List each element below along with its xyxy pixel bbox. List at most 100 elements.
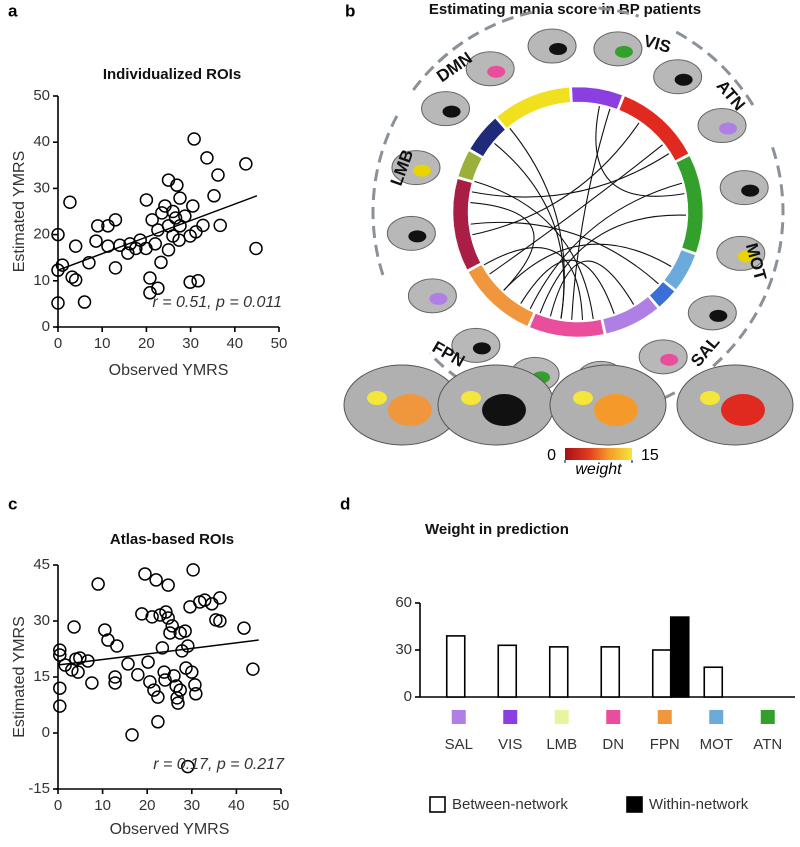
- data-point: [143, 286, 157, 300]
- chord: [489, 144, 663, 275]
- data-point: [73, 651, 87, 665]
- x-axis-label: Observed YMRS: [109, 362, 229, 379]
- y-tick-label: 10: [33, 272, 50, 289]
- data-point: [145, 213, 159, 227]
- category-swatch: [657, 710, 672, 724]
- ring-segment: [663, 249, 696, 290]
- data-point: [161, 611, 175, 625]
- chord: [509, 127, 565, 319]
- brain-large-region: [482, 394, 526, 426]
- category-swatch: [709, 710, 724, 724]
- category-swatch: [606, 710, 621, 724]
- brain-region: [719, 122, 738, 135]
- chart-title: Atlas-based ROIs: [110, 531, 234, 548]
- brain-region: [429, 292, 448, 305]
- data-point: [181, 759, 195, 774]
- colorbar: [565, 448, 632, 460]
- colorbar-tick-label: 0: [547, 447, 556, 464]
- data-point: [186, 199, 200, 213]
- y-tick-label: 30: [33, 179, 50, 196]
- y-tick-label: 15: [33, 668, 50, 685]
- data-point: [125, 728, 139, 742]
- bar: [445, 635, 466, 698]
- x-tick-label: 40: [226, 335, 243, 352]
- data-point: [154, 255, 168, 270]
- data-point: [68, 273, 83, 287]
- data-point: [191, 274, 205, 288]
- ring-segment: [618, 95, 689, 161]
- outer-arc: [412, 39, 466, 91]
- brain-large-region: [700, 391, 720, 405]
- x-tick-label: 0: [54, 797, 62, 814]
- ring-segment: [467, 264, 534, 327]
- data-point: [161, 578, 175, 592]
- chord: [539, 214, 686, 314]
- trend-line: [57, 639, 259, 666]
- x-tick-label: DN: [602, 736, 624, 753]
- ring-segment: [675, 155, 704, 254]
- y-tick-label: -15: [28, 780, 50, 797]
- data-point: [65, 270, 79, 284]
- data-point: [91, 219, 105, 233]
- x-tick-label: LMB: [546, 736, 577, 753]
- data-point: [63, 195, 77, 210]
- y-tick-label: 0: [42, 318, 50, 335]
- x-tick-label: 20: [138, 335, 155, 352]
- data-point: [161, 243, 176, 257]
- data-point: [166, 204, 180, 219]
- network-label: DMN: [433, 48, 476, 86]
- bar: [548, 646, 569, 698]
- data-point: [159, 605, 173, 619]
- data-point: [55, 258, 70, 272]
- data-point: [239, 157, 253, 171]
- data-point: [213, 218, 227, 233]
- brain-region: [549, 43, 568, 56]
- bar: [651, 649, 672, 698]
- data-point: [53, 699, 67, 713]
- x-tick-label: FPN: [650, 736, 680, 753]
- y-tick-label: 0: [42, 724, 50, 741]
- data-point: [151, 715, 165, 729]
- data-point: [51, 296, 65, 310]
- bar: [600, 646, 621, 698]
- bar: [497, 644, 518, 698]
- data-point: [53, 681, 67, 695]
- x-tick-label: ATN: [753, 736, 782, 753]
- y-tick-label: 0: [404, 688, 412, 705]
- chord: [520, 259, 615, 314]
- panel-label: b: [345, 1, 355, 20]
- data-point: [168, 211, 183, 225]
- trend-line: [57, 195, 258, 271]
- chord: [483, 247, 584, 320]
- chord: [470, 202, 535, 291]
- data-point: [77, 295, 92, 309]
- data-point: [67, 620, 81, 634]
- x-tick-label: 20: [139, 797, 156, 814]
- outer-arc: [371, 115, 399, 276]
- brain-region: [674, 73, 693, 86]
- data-point: [187, 132, 201, 146]
- data-point: [108, 676, 122, 690]
- x-tick-label: 10: [94, 335, 111, 352]
- brain-large-region: [388, 394, 432, 426]
- data-point: [68, 239, 83, 253]
- data-point: [237, 621, 251, 635]
- chord: [494, 143, 565, 319]
- x-axis-label: Observed YMRS: [110, 821, 230, 838]
- legend-label: Within-network: [649, 796, 749, 813]
- outer-arc: [675, 30, 758, 111]
- data-point: [213, 591, 227, 605]
- annotation: r = 0.17, p = 0.217: [153, 756, 285, 773]
- y-axis-label: Estimated YMRS: [11, 616, 28, 738]
- data-point: [71, 665, 85, 679]
- chord: [595, 106, 685, 197]
- data-point: [108, 213, 123, 227]
- x-tick-label: 30: [182, 335, 199, 352]
- data-point: [158, 673, 172, 687]
- legend-label: Between-network: [452, 796, 568, 813]
- data-point: [149, 573, 163, 587]
- data-point: [170, 691, 184, 705]
- chart-title: Estimating mania score in BP patients: [429, 1, 701, 18]
- bar: [703, 666, 724, 698]
- network-label: SAL: [687, 332, 723, 370]
